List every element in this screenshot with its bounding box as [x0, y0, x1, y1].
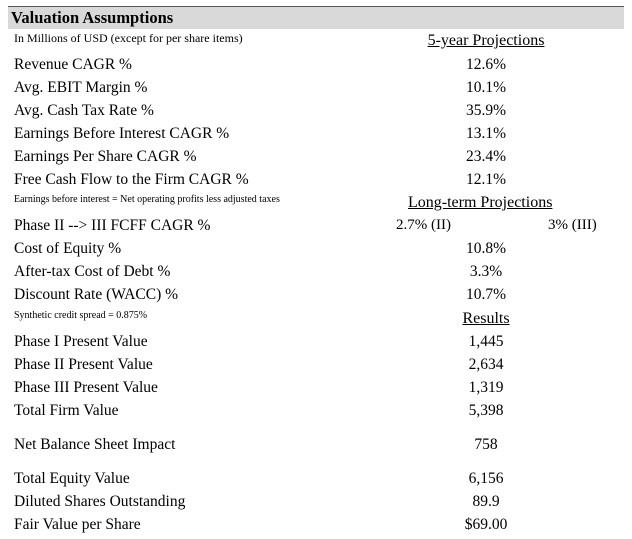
row-value: $69.00: [464, 516, 508, 533]
row-value: 10.7%: [465, 286, 507, 303]
row-label: Diluted Shares Outstanding: [14, 493, 186, 510]
five-year-header: 5-year Projections: [427, 32, 545, 49]
row-value: 89.9: [472, 493, 500, 510]
row-label: Total Firm Value: [14, 402, 119, 419]
row-label: Discount Rate (WACC) %: [14, 286, 179, 303]
row-value: 758: [474, 436, 498, 453]
row-label: Phase III Present Value: [14, 379, 158, 396]
row-label: After-tax Cost of Debt %: [14, 263, 171, 280]
page-title: Valuation Assumptions: [11, 8, 174, 27]
row-value: 6,156: [468, 470, 504, 487]
row-label: Revenue CAGR %: [14, 56, 132, 73]
row-label: Fair Value per Share: [14, 516, 141, 533]
row-value: 12.1%: [465, 171, 507, 188]
row-value: 1,445: [468, 333, 504, 350]
results-header: Results: [462, 310, 510, 327]
unit-note: In Millions of USD (except for per share…: [14, 31, 243, 45]
fcff-cagr-label: Phase II --> III FCFF CAGR %: [14, 217, 211, 234]
row-value: 1,319: [468, 379, 504, 396]
row-value: 2,634: [468, 356, 504, 373]
row-value: 23.4%: [465, 148, 507, 165]
phase2-value: 2.7% (II): [396, 217, 451, 233]
ebi-footnote: Earnings before interest = Net operating…: [14, 194, 280, 205]
row-label: Total Equity Value: [14, 470, 130, 487]
row-value: 10.1%: [465, 79, 507, 96]
row-value: 10.8%: [465, 240, 507, 257]
phase3-value: 3% (III): [548, 217, 597, 233]
row-value: 35.9%: [465, 102, 507, 119]
row-value: 12.6%: [465, 56, 507, 73]
row-label: Avg. Cash Tax Rate %: [14, 102, 154, 119]
row-label: Earnings Per Share CAGR %: [14, 148, 197, 165]
row-label: Avg. EBIT Margin %: [14, 79, 148, 96]
row-label: Earnings Before Interest CAGR %: [14, 125, 230, 142]
row-label: Cost of Equity %: [14, 240, 122, 257]
row-value: 5,398: [468, 402, 504, 419]
long-term-header: Long-term Projections: [408, 194, 553, 211]
row-value: 3.3%: [469, 263, 503, 280]
title-bar: Valuation Assumptions: [8, 6, 624, 29]
row-label: Net Balance Sheet Impact: [14, 436, 176, 453]
row-label: Phase II Present Value: [14, 356, 153, 373]
row-value: 13.1%: [465, 125, 507, 142]
row-label: Phase I Present Value: [14, 333, 148, 350]
row-label: Free Cash Flow to the Firm CAGR %: [14, 171, 249, 188]
credit-spread-footnote: Synthetic credit spread = 0.875%: [14, 310, 148, 321]
